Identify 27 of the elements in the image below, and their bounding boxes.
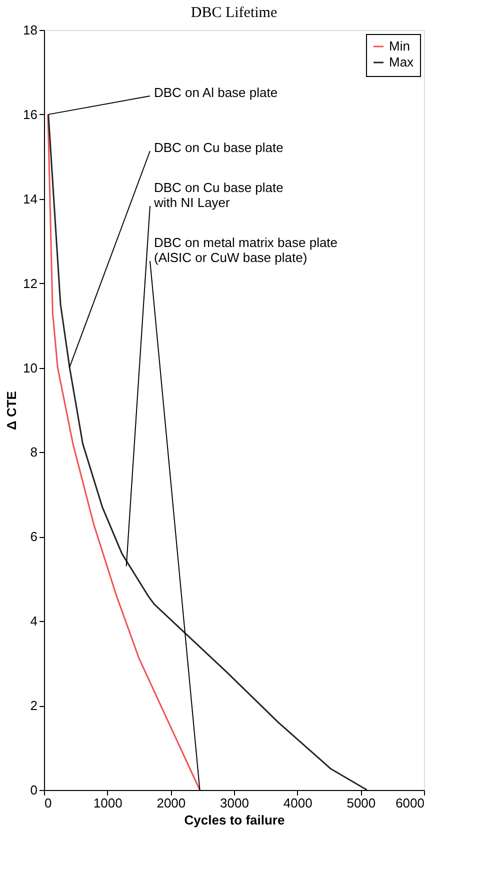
annotation: DBC on Cu base plate with NI Layer bbox=[153, 180, 284, 210]
y-tick-label: 10 bbox=[23, 360, 38, 376]
y-tick-label: 16 bbox=[23, 106, 38, 122]
y-tick-label: 8 bbox=[30, 444, 38, 460]
y-tick-label: 6 bbox=[30, 529, 38, 544]
y-tick-label: 4 bbox=[30, 614, 38, 629]
annotation: DBC on metal matrix base plate (AlSIC or CuW base plate) bbox=[154, 235, 338, 265]
x-tick-label: 5000 bbox=[346, 796, 376, 810]
y-tick-label: 12 bbox=[23, 276, 38, 291]
line-series bbox=[48, 114, 368, 791]
x-tick-label: 1000 bbox=[93, 796, 122, 810]
x-tick-label: 3000 bbox=[220, 796, 249, 810]
chart-title: DBC Lifetime bbox=[190, 5, 278, 21]
x-tick-label: 6000 bbox=[396, 796, 424, 810]
x-tick-label: 4000 bbox=[283, 796, 312, 810]
y-axis-title: Δ CTE bbox=[4, 390, 20, 430]
y-tick-label: 18 bbox=[23, 22, 38, 38]
y-tick-label: 14 bbox=[23, 191, 38, 206]
x-tick-label: 2000 bbox=[156, 796, 186, 810]
legend-label: Min bbox=[389, 38, 410, 54]
y-tick-label: 0 bbox=[30, 782, 38, 798]
x-axis-title: Cycles to failure bbox=[184, 812, 285, 828]
annotation: DBC on Cu base plate bbox=[154, 140, 284, 155]
legend-label: Max bbox=[389, 54, 414, 70]
annotation: DBC on Al base plate bbox=[154, 85, 278, 100]
y-tick-label: 2 bbox=[30, 698, 38, 714]
x-tick-label: 0 bbox=[44, 796, 52, 810]
